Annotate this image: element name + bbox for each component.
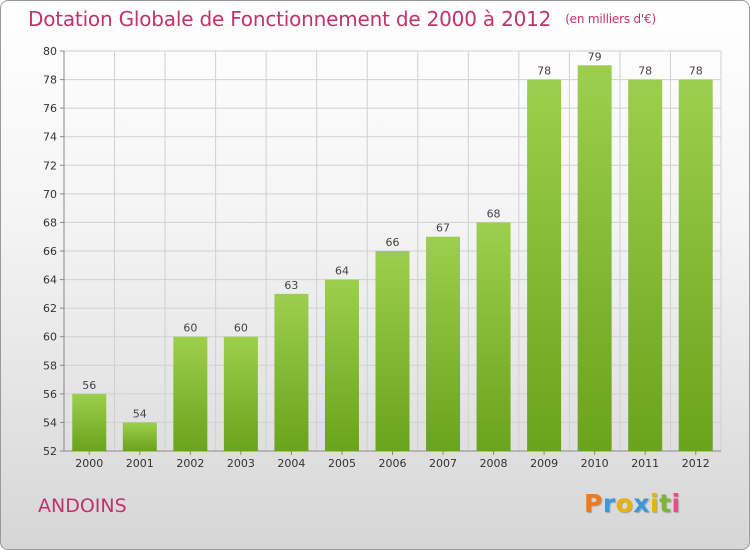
bar-value-label: 78 [689, 65, 703, 78]
bar [223, 336, 258, 451]
x-tick-label: 2005 [328, 457, 356, 470]
x-tick-label: 2007 [429, 457, 457, 470]
x-tick-label: 2004 [277, 457, 305, 470]
y-tick-label: 66 [43, 245, 57, 258]
bar-value-label: 60 [234, 322, 248, 335]
logo-letter: r [602, 489, 616, 518]
bar-value-label: 78 [537, 65, 551, 78]
bar [426, 236, 461, 451]
y-tick-label: 54 [43, 416, 57, 429]
bar [476, 222, 511, 451]
y-tick-label: 80 [43, 45, 57, 58]
bars [72, 65, 713, 452]
logo-letter: o [615, 489, 634, 518]
y-tick-label: 78 [43, 74, 57, 87]
bar [577, 65, 612, 452]
bar-value-label: 56 [82, 379, 96, 392]
bar-value-label: 68 [487, 207, 501, 220]
y-tick-label: 56 [43, 388, 57, 401]
bar-value-label: 54 [133, 407, 147, 420]
bar-value-label: 64 [335, 265, 349, 278]
x-tick-label: 2001 [126, 457, 154, 470]
y-tick-label: 70 [43, 188, 57, 201]
y-tick-label: 62 [43, 302, 57, 315]
y-tick-label: 58 [43, 359, 57, 372]
chart-title-text: Dotation Globale de Fonctionnement de 20… [28, 7, 552, 31]
bar-value-label: 78 [638, 65, 652, 78]
logo-letter: P [584, 489, 603, 518]
x-tick-label: 2006 [379, 457, 407, 470]
bar [274, 293, 309, 451]
axes: 52 54 56 58 60 62 64 66 68 70 72 74 76 78 80 [43, 45, 721, 458]
bar [122, 422, 157, 451]
bar-value-label: 79 [588, 50, 602, 63]
labels: 56 2000 54 2001 60 2002 60 2003 63 2004 64 2005 66 20… [75, 50, 709, 470]
y-tick-label: 76 [43, 102, 57, 115]
logo-letter: i [671, 489, 681, 518]
x-tick-label: 2009 [530, 457, 558, 470]
logo-letter: x [633, 489, 650, 518]
bar-value-label: 60 [183, 322, 197, 335]
bar [173, 336, 208, 451]
proxiti-logo: Proxiti [584, 489, 681, 518]
y-tick-label: 68 [43, 216, 57, 229]
commune-name: ANDOINS [38, 495, 127, 517]
logo-letter: i [650, 489, 660, 518]
bar [72, 393, 107, 451]
bar [324, 279, 359, 451]
y-tick-label: 72 [43, 159, 57, 172]
bar-value-label: 63 [284, 279, 298, 292]
x-tick-label: 2011 [631, 457, 659, 470]
bar [375, 251, 410, 451]
bar [678, 79, 713, 452]
bar-value-label: 67 [436, 222, 450, 235]
y-tick-label: 74 [43, 131, 57, 144]
y-tick-label: 52 [43, 445, 57, 458]
x-tick-label: 2012 [682, 457, 710, 470]
x-tick-label: 2008 [480, 457, 508, 470]
y-tick-label: 60 [43, 331, 57, 344]
bar [527, 79, 562, 452]
x-tick-label: 2000 [75, 457, 103, 470]
x-tick-label: 2003 [227, 457, 255, 470]
y-tick-label: 64 [43, 274, 57, 287]
chart-subtitle: (en milliers d'€) [565, 12, 656, 26]
bar [628, 79, 663, 452]
chart-title: Dotation Globale de Fonctionnement de 20… [28, 7, 656, 31]
x-tick-label: 2002 [176, 457, 204, 470]
x-tick-label: 2010 [581, 457, 609, 470]
logo-letter: t [659, 489, 672, 518]
bar-value-label: 66 [386, 236, 400, 249]
